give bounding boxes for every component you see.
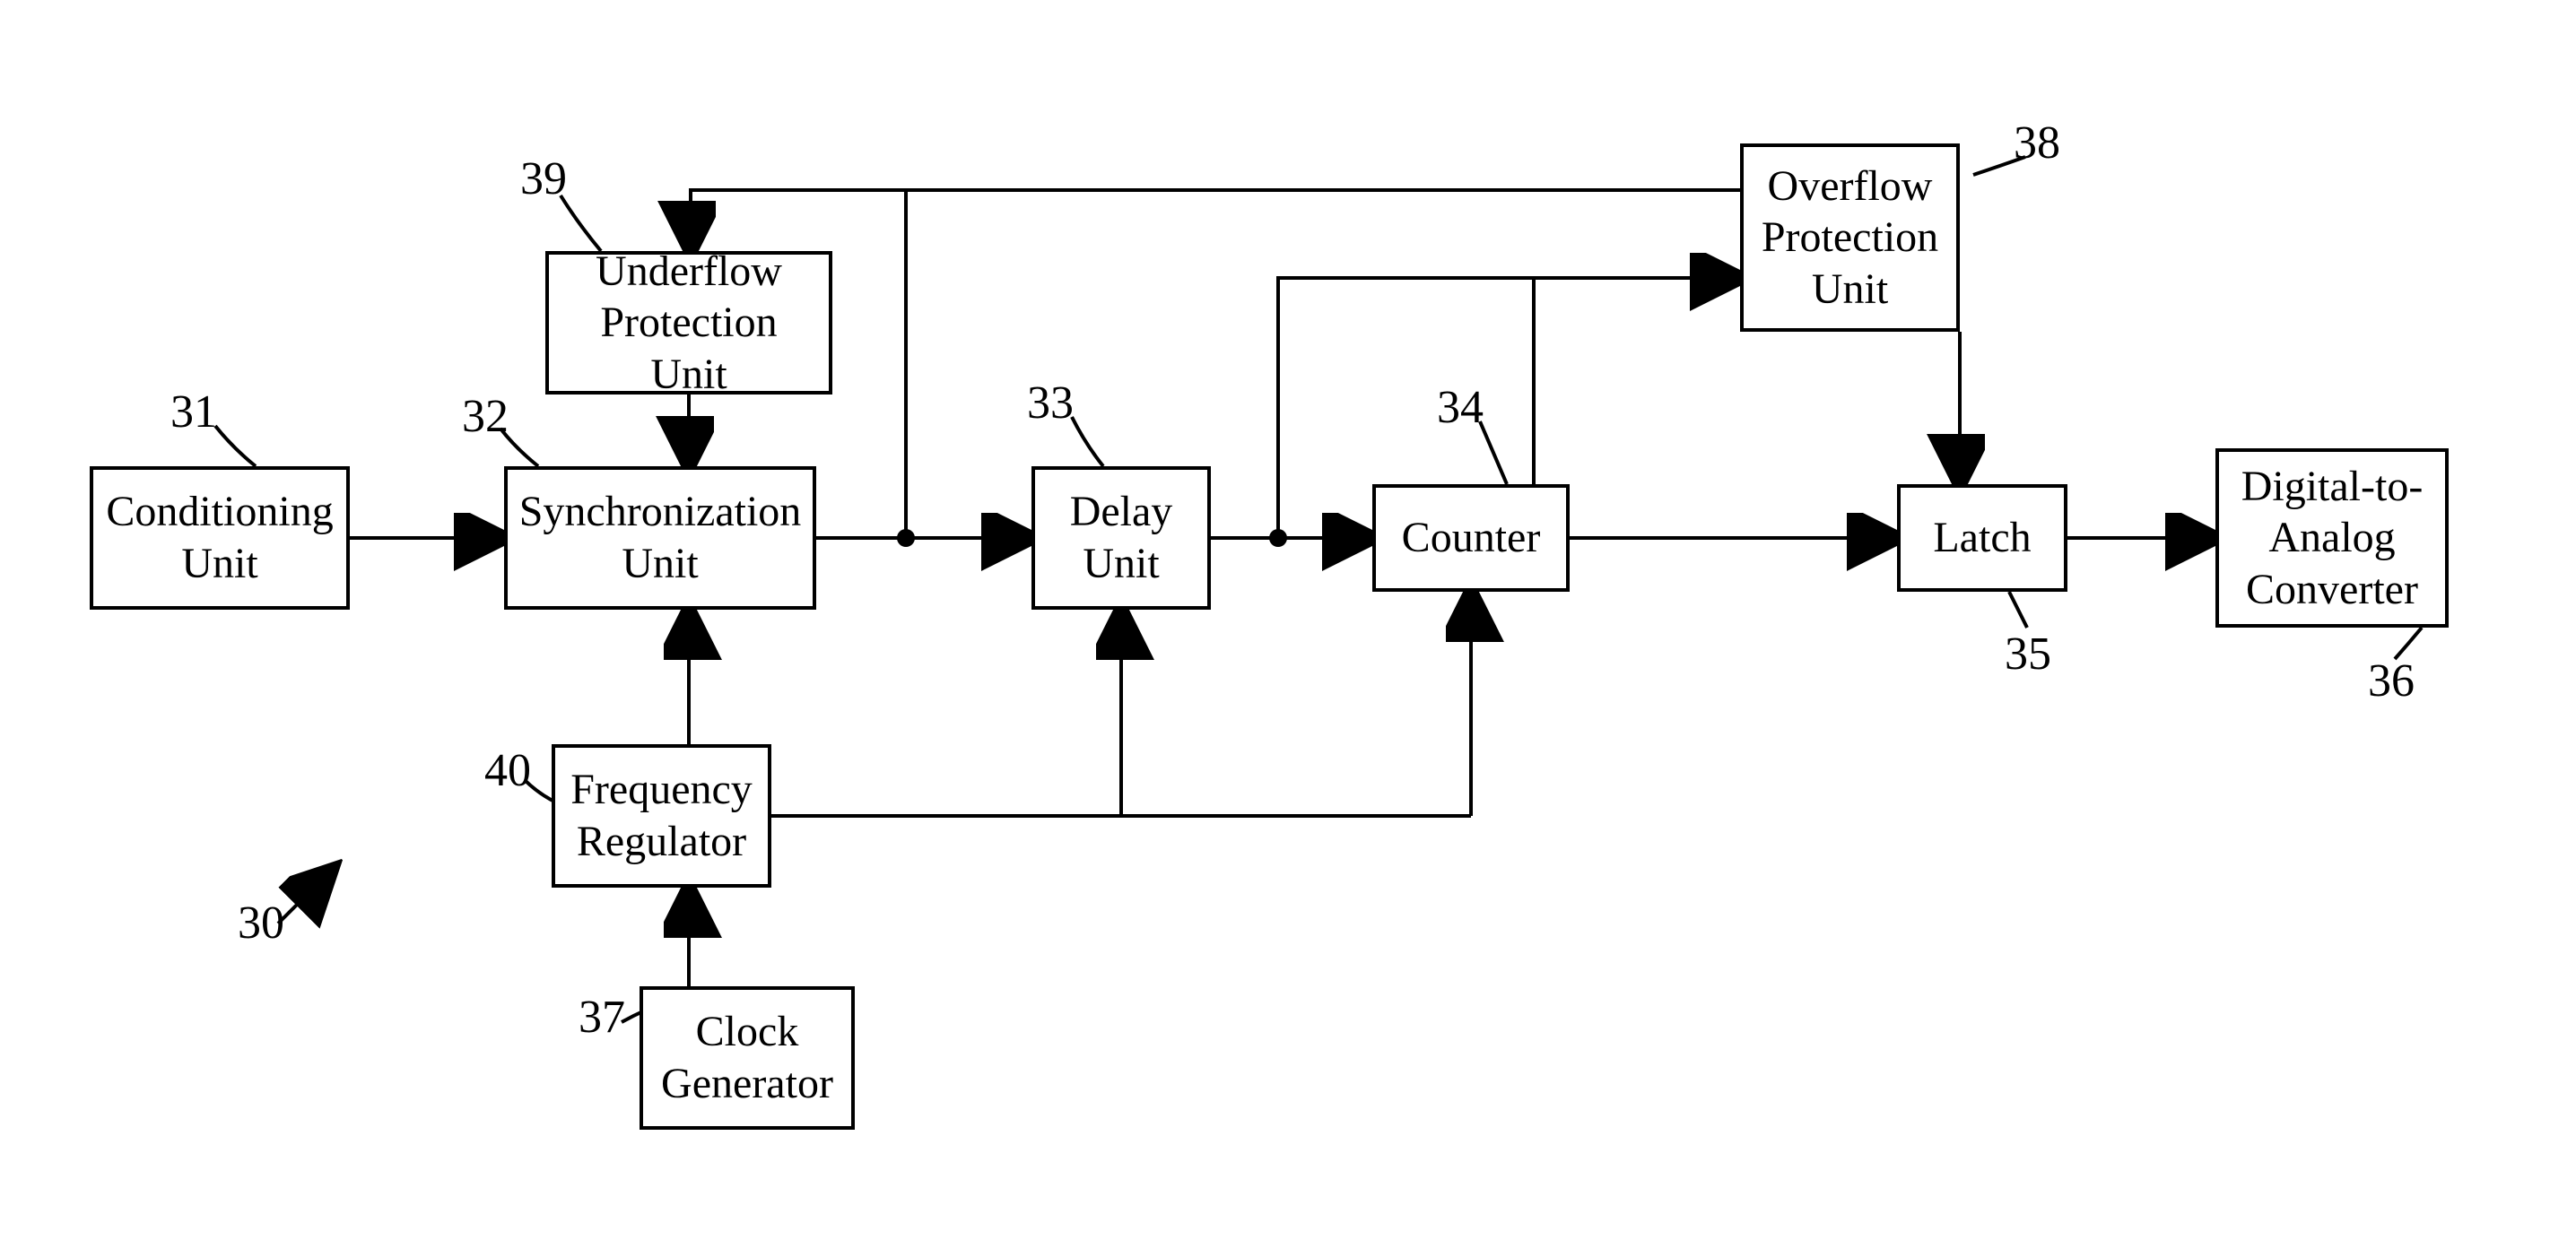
block-overflow: OverflowProtectionUnit [1740,143,1960,332]
block-sync: SynchronizationUnit [504,466,816,610]
block-clock: ClockGenerator [640,986,855,1130]
block-sync-label: SynchronizationUnit [519,486,802,589]
block-dac-label: Digital-to-AnalogConverter [2241,461,2424,616]
label-37: 37 [579,991,625,1044]
block-counter: Counter [1372,484,1570,592]
block-freqreg: FrequencyRegulator [552,744,771,888]
block-underflow-label: UnderflowProtection Unit [567,246,811,401]
leader-35 [2009,592,2027,628]
connectors [0,0,2576,1240]
label-31: 31 [170,386,217,438]
block-delay: DelayUnit [1031,466,1211,610]
edge-overflow-underflow [691,190,1740,251]
leader-33 [1072,417,1103,466]
node-delay-out [1269,529,1287,547]
label-40: 40 [484,744,531,797]
block-conditioning-label: ConditioningUnit [106,486,333,589]
label-35: 35 [2005,628,2051,681]
leader-30 [278,870,332,923]
label-30: 30 [238,897,284,950]
block-clock-label: ClockGenerator [661,1006,833,1109]
block-underflow: UnderflowProtection Unit [545,251,832,395]
block-counter-label: Counter [1402,512,1541,564]
block-delay-label: DelayUnit [1070,486,1173,589]
leader-34 [1480,421,1507,484]
block-conditioning: ConditioningUnit [90,466,350,610]
block-dac: Digital-to-AnalogConverter [2215,448,2449,628]
block-latch: Latch [1897,484,2067,592]
label-38: 38 [2014,117,2060,169]
label-39: 39 [520,152,567,205]
label-33: 33 [1027,377,1074,429]
block-freqreg-label: FrequencyRegulator [570,764,753,867]
edge-counter-overflow [1534,278,1740,484]
block-latch-label: Latch [1933,512,2031,564]
leader-31 [215,426,256,466]
block-overflow-label: OverflowProtectionUnit [1762,160,1938,316]
label-34: 34 [1437,381,1484,434]
label-36: 36 [2368,655,2415,707]
label-32: 32 [462,390,509,443]
node-sync-out [897,529,915,547]
block-diagram: ConditioningUnit SynchronizationUnit Del… [0,0,2576,1240]
